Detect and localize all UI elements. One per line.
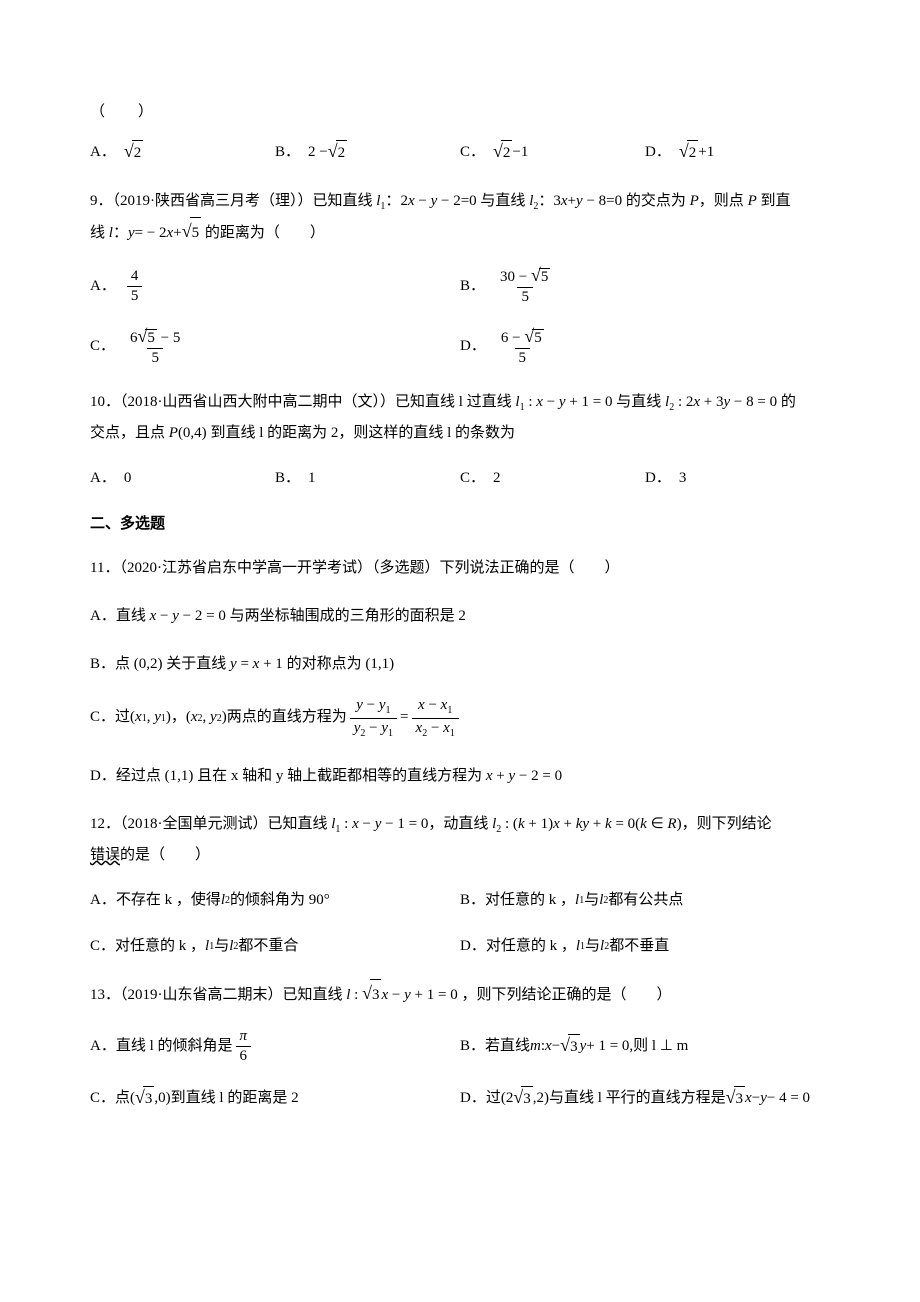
q10-option-d: D． 3 (645, 466, 830, 492)
q13-text: 13．（2019·山东省高二期末）已知直线 l : √3x − y + 1 = … (90, 979, 830, 1010)
q13-option-a: A．直线 l 的倾斜角是 π6 (90, 1028, 460, 1066)
q13-options-row2: C．点 (√3,0) 到直线 l 的距离是 2 D．过 (2√3,2) 与直线 … (90, 1086, 830, 1113)
q9-option-a: A． 45 (90, 268, 460, 306)
q12-options-row2: C．对任意的 k ，l1 与 l2 都不重合 D．对任意的 k ，l1 与 l2… (90, 934, 830, 960)
q8-option-b: B． 2 − √2 (275, 140, 460, 167)
q9-option-b: B． 30 − √55 (460, 266, 830, 307)
q11-option-c: C．过 (x1, y1)，(x2, y2) 两点的直线方程为 y − y1y2 … (90, 697, 830, 739)
q11-option-b: B．点 (0,2) 关于直线 y = x + 1 的对称点为 (1,1) (90, 649, 830, 679)
sqrt-icon: √2 (124, 140, 143, 167)
q12-option-b: B．对任意的 k ，l1 与 l2 都有公共点 (460, 888, 830, 914)
q9-option-c: C． 6√5 − 55 (90, 327, 460, 368)
q9-options-row2: C． 6√5 − 55 D． 6 − √55 (90, 327, 830, 368)
q8-paren: （ ） (90, 100, 830, 126)
q10-option-a: A． 0 (90, 466, 275, 492)
q12-text: 12．（2018·全国单元测试）已知直线 l1 : x − y − 1 = 0，… (90, 809, 830, 870)
q8-options: A． √2 B． 2 − √2 C． √2 −1 D． √2 +1 (90, 140, 830, 167)
q11-option-a: A．直线 x − y − 2 = 0 与两坐标轴围成的三角形的面积是 2 (90, 601, 830, 631)
q12-options-row1: A．不存在 k ，使得 l2 的倾斜角为 90° B．对任意的 k ，l1 与 … (90, 888, 830, 914)
q8-option-c: C． √2 −1 (460, 140, 645, 167)
q10-text: 10．（2018·山西省山西大附中高二期中（文））已知直线 l 过直线 l1 :… (90, 387, 830, 448)
q8-option-d: D． √2 +1 (645, 140, 830, 167)
q9-text: 9．（2019·陕西省高三月考（理））已知直线 l1：2x − y − 2=0 … (90, 186, 830, 248)
q12-option-d: D．对任意的 k ，l1 与 l2 都不垂直 (460, 934, 830, 960)
q9-options-row1: A． 45 B． 30 − √55 (90, 266, 830, 307)
q8-option-a: A． √2 (90, 140, 275, 167)
q10-options: A． 0 B． 1 C． 2 D． 3 (90, 466, 830, 492)
q10-option-b: B． 1 (275, 466, 460, 492)
q13-options-row1: A．直线 l 的倾斜角是 π6 B．若直线 m : x − √3y + 1 = … (90, 1028, 830, 1066)
q12-option-a: A．不存在 k ，使得 l2 的倾斜角为 90° (90, 888, 460, 914)
q13-option-c: C．点 (√3,0) 到直线 l 的距离是 2 (90, 1086, 460, 1113)
q13-option-d: D．过 (2√3,2) 与直线 l 平行的直线方程是 √3x − y − 4 =… (460, 1086, 830, 1113)
q13-option-b: B．若直线 m : x − √3y + 1 = 0, 则 l ⊥ m (460, 1034, 830, 1061)
q9-option-d: D． 6 − √55 (460, 327, 830, 368)
q11-text: 11．（2020·江苏省启东中学高一开学考试）（多选题）下列说法正确的是（ ） (90, 553, 830, 583)
q10-option-c: C． 2 (460, 466, 645, 492)
q12-option-c: C．对任意的 k ，l1 与 l2 都不重合 (90, 934, 460, 960)
section-2-title: 二、多选题 (90, 512, 830, 538)
q11-option-d: D．经过点 (1,1) 且在 x 轴和 y 轴上截距都相等的直线方程为 x + … (90, 761, 830, 791)
